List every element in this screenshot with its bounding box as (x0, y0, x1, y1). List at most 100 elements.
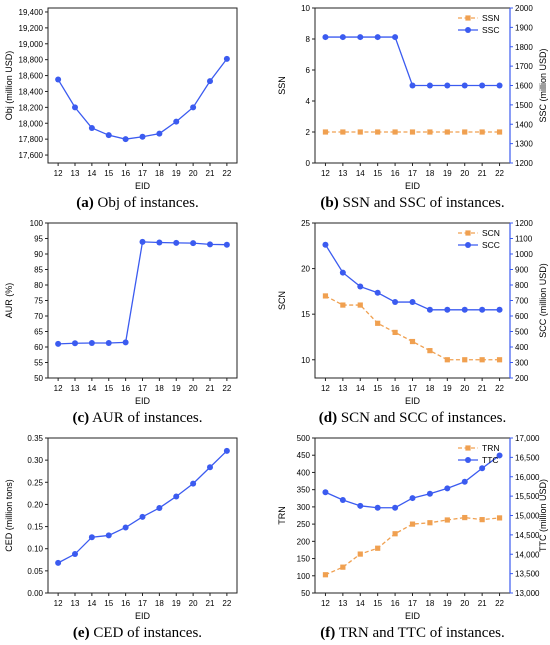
chart-f-ytick-label: 450 (297, 451, 311, 460)
chart-b-ssn-point (322, 129, 329, 135)
chart-c-series-point (72, 340, 78, 347)
chart-c-series-point (223, 241, 230, 248)
chart-c-xtick-label: 20 (189, 384, 198, 393)
chart-e-caption: (e) CED of instances. (0, 625, 275, 642)
chart-f-xtick-label: 19 (443, 599, 452, 608)
chart-a-series-point (139, 133, 146, 140)
chart-c-series-point (139, 238, 146, 245)
chart-f-legend-trn-label: TRN (482, 443, 499, 453)
chart-e-series-point (88, 534, 95, 541)
chart-f-xtick-label: 22 (495, 599, 504, 608)
chart-panel-c: 12 13 14 15 16 17 18 19 20 21 22 50 55 60 65 70 75 80 85 90… (0, 215, 275, 430)
chart-e-ytick-label: 0.10 (27, 545, 43, 554)
chart-d-ytick-right-label: 1100 (515, 235, 533, 244)
chart-a-ytick-label: 18,200 (19, 103, 44, 112)
chart-d-scn-point (409, 338, 416, 345)
chart-f-ttc-point (461, 478, 468, 485)
chart-d-caption-label: (d) (318, 410, 338, 426)
chart-c-ytick-label: 80 (34, 281, 43, 290)
chart-f-ttc-point (409, 495, 416, 502)
chart-d-ytick-right-label: 800 (515, 281, 529, 290)
chart-d-scc-point (409, 299, 416, 306)
chart-e-ytick-label: 0.15 (27, 523, 43, 532)
chart-d-caption: (d) SCN and SCC of instances. (275, 410, 550, 427)
chart-c-ytick-label: 55 (34, 359, 43, 368)
chart-d-xtick-label: 13 (338, 384, 347, 393)
chart-b-ssn-point (409, 129, 416, 135)
chart-f-ytick-right-label: 15,500 (515, 492, 540, 501)
chart-f-xtick-label: 18 (425, 599, 434, 608)
chart-d-legend: SCN SCC (458, 228, 500, 250)
chart-b-xtick-label: 16 (391, 169, 400, 178)
chart-a-series-point (122, 136, 129, 143)
chart-f-ytick-right-label: 13,000 (515, 589, 540, 598)
chart-d-legend-scc-marker (465, 242, 471, 248)
chart-a-xtick-label: 21 (206, 169, 215, 178)
chart-b-legend-ssn-label: SSN (482, 13, 499, 23)
chart-a-xtick-label: 20 (189, 169, 198, 178)
chart-c-series-point (105, 339, 112, 346)
chart-f-xtick-label: 21 (478, 599, 487, 608)
chart-a-ytick-label: 18,800 (19, 56, 44, 65)
chart-d-scc-point (357, 283, 364, 290)
chart-f-xtick-label: 15 (373, 599, 382, 608)
chart-b-ytick-right-label: 1600 (515, 82, 533, 91)
chart-c-ytick-label: 95 (34, 235, 43, 244)
chart-b-ssn-point (357, 129, 363, 135)
chart-c-series-point (88, 339, 95, 346)
chart-d-ytick-label: 10 (301, 356, 310, 365)
chart-e-ytick-label: 0.35 (27, 434, 43, 443)
chart-f-ytick-label: 150 (297, 555, 311, 564)
chart-c-xlabel: EID (135, 396, 151, 406)
chart-d-scc-point (339, 269, 346, 276)
chart-f-xtick-label: 20 (460, 599, 469, 608)
chart-f-ytick-right-label: 13,500 (515, 570, 540, 579)
chart-d-xtick-label: 12 (321, 384, 330, 393)
chart-b-ytick-right-label: 1900 (515, 23, 533, 32)
chart-f-trn-point (375, 545, 381, 551)
chart-e-series-point (190, 480, 197, 487)
chart-d-ylabel: SCN (277, 291, 287, 310)
chart-f-ttc-point (496, 452, 503, 459)
chart-b-ssc-point (409, 82, 416, 89)
chart-c-series-line (58, 241, 227, 345)
chart-e-ytick-label: 0.05 (27, 567, 43, 576)
chart-a-ytick-label: 17,800 (19, 135, 44, 144)
chart-a-series-point (223, 55, 230, 62)
chart-d-scc-point (461, 306, 468, 313)
chart-e-series-point (207, 464, 213, 471)
chart-b-xtick-label: 19 (443, 169, 452, 178)
chart-d-scn-point (322, 293, 329, 299)
chart-b-ytick-right-label: 1400 (515, 120, 533, 129)
chart-b-ssc-point (496, 82, 503, 89)
chart-a-plot: 12 13 14 15 16 17 18 19 20 21 22 17,600 17,800 18,000… (4, 7, 238, 191)
chart-f-trn-point (340, 564, 346, 570)
chart-b-ytick-label: 10 (301, 4, 310, 13)
chart-c-ylabel: AUR (%) (4, 283, 14, 319)
chart-d-ytick-label: 20 (301, 265, 310, 274)
chart-f-trn-point (479, 517, 485, 523)
chart-d-scc-point (444, 306, 451, 313)
chart-d-scc-point (392, 299, 399, 306)
chart-b-xtick-label: 12 (321, 169, 330, 178)
chart-b-ytick-label: 6 (306, 66, 311, 75)
chart-c-ytick-label: 65 (34, 328, 43, 337)
chart-f-ttc-point (339, 497, 346, 503)
chart-d-ytick-label: 15 (301, 310, 310, 319)
chart-b-legend: SSN SSC (458, 13, 499, 35)
chart-d-scc-point (479, 306, 486, 313)
chart-f-ytick-label: 250 (297, 520, 311, 529)
chart-d-xtick-label: 22 (495, 384, 504, 393)
chart-e-series-line (57, 450, 228, 564)
chart-b-ssn-point (444, 129, 450, 135)
chart-b-ssc-point (479, 82, 486, 89)
chart-d-scn-line (325, 295, 500, 361)
chart-c-ytick-label: 100 (30, 219, 44, 228)
chart-d-scn-point (357, 302, 363, 308)
chart-f-caption: (f) TRN and TTC of instances. (275, 625, 550, 642)
chart-e-series-point (55, 559, 62, 566)
chart-d-legend-scn-marker (465, 230, 471, 236)
chart-b-ssc-point (374, 34, 381, 41)
chart-d-ytick-right-label: 1200 (515, 219, 533, 228)
chart-d-scn-point (340, 302, 346, 308)
